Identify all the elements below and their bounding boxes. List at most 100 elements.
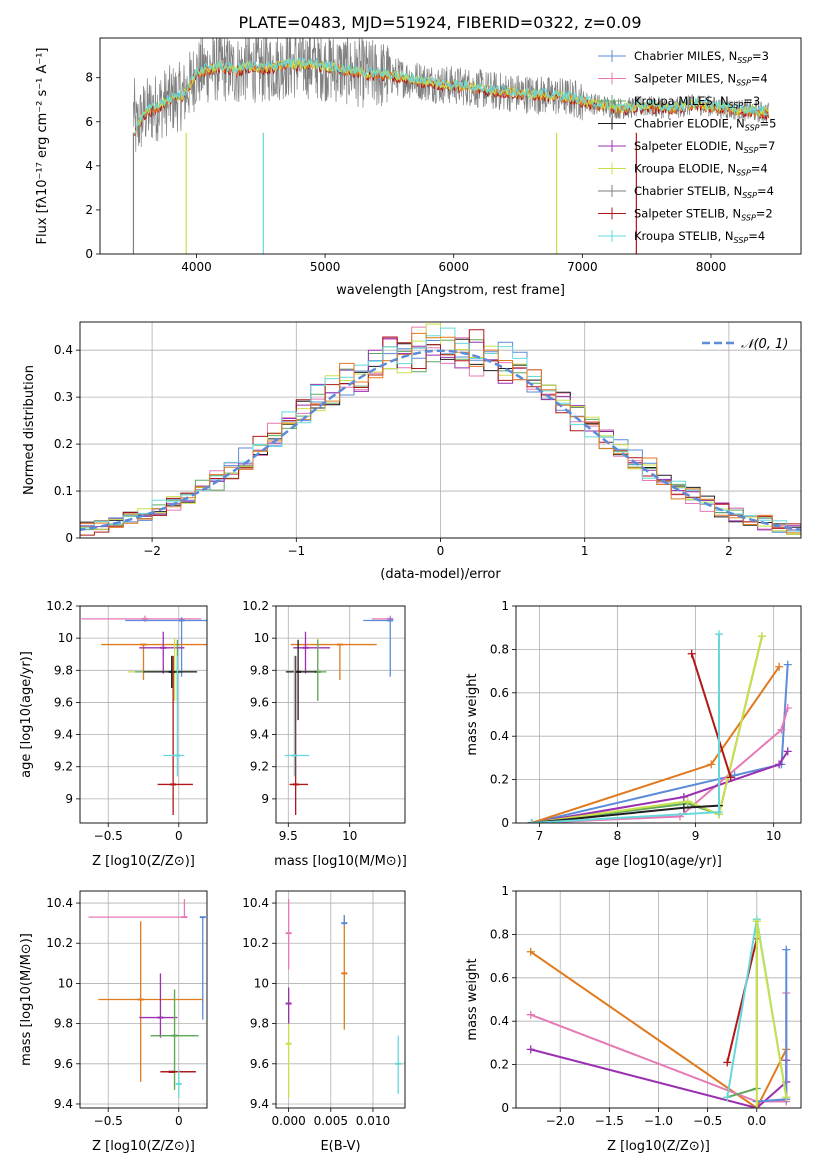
- axes-frame: [79, 321, 802, 539]
- legend-label: Kroupa STELIB, NSSP=4: [634, 229, 765, 245]
- plot-area-residuals: [80, 323, 801, 537]
- series-marker: [683, 797, 692, 806]
- y-tick-label: 10.4: [46, 896, 73, 910]
- y-tick-label: 9.2: [54, 760, 73, 774]
- axes-frame: [515, 890, 802, 1109]
- chart-residuals: −2 −1 0 1 2 0 0.1 0.2 0.3 0.4 (data-model)/error No…: [22, 321, 802, 582]
- y-tick-label: 9.8: [54, 663, 73, 677]
- x-tick-label: 1: [581, 544, 589, 558]
- plot-area-weight_vs_age: [527, 630, 792, 823]
- plot-area-mass_vs_Z: [88, 899, 206, 1098]
- y-tick-label: 9.4: [250, 728, 269, 742]
- axes-frame: [79, 605, 208, 824]
- y-tick-label: 10: [58, 631, 73, 645]
- y-tick-label: 0.2: [490, 1058, 509, 1072]
- x-tick-label: 4000: [181, 260, 212, 274]
- x-tick-label: 8: [614, 829, 622, 843]
- series-marker: [782, 1093, 791, 1102]
- series-line: [531, 664, 789, 823]
- series-line: [531, 707, 789, 823]
- series-marker: [526, 1010, 535, 1019]
- x-axis-label: mass [log10(M/M⊙)]: [274, 854, 407, 869]
- series-marker: [775, 760, 784, 769]
- legend-label: Salpeter STELIB, NSSP=2: [634, 207, 773, 223]
- x-tick-label: 0.000: [271, 1114, 305, 1128]
- y-tick-label: 8: [85, 71, 93, 85]
- figure-title: PLATE=0483, MJD=51924, FIBERID=0322, z=0…: [238, 13, 641, 32]
- x-tick-label: 7: [536, 829, 544, 843]
- series-marker: [726, 773, 735, 782]
- series-line: [530, 950, 788, 1108]
- series-marker: [782, 945, 791, 954]
- x-axis-label: E(B-V): [320, 1139, 360, 1154]
- y-tick-label: 0: [501, 816, 509, 830]
- axes-frame: [99, 37, 802, 255]
- series-marker: [783, 703, 792, 712]
- chart-mass_vs_ebv: 0.000 0.005 0.010 9.4 9.6 9.8 10 10.2 10.4 E(B-V): [242, 890, 406, 1154]
- series-marker: [687, 649, 696, 658]
- y-tick-label: 1: [501, 599, 509, 613]
- plot-area-age_vs_Z: [81, 615, 207, 815]
- spectrum-model-line: [134, 56, 769, 134]
- series-marker: [752, 1104, 761, 1108]
- y-tick-label: 9: [261, 792, 269, 806]
- y-tick-label: 6: [85, 115, 93, 129]
- series-line: [531, 636, 763, 823]
- y-tick-label: 0.6: [490, 686, 509, 700]
- y-axis-label: age [log10(age/yr)]: [19, 651, 34, 778]
- x-tick-label: 0.010: [356, 1114, 390, 1128]
- y-tick-label: 9.4: [54, 728, 73, 742]
- y-tick-label: 9.6: [250, 1057, 269, 1071]
- chart-age_vs_mass: 9.5 10 9 9.2 9.4 9.6 9.8 10 10.2 mass [log10(M/M⊙…: [242, 599, 407, 869]
- legend-label: Chabrier STELIB, NSSP=4: [634, 184, 774, 200]
- series-marker: [777, 725, 786, 734]
- y-tick-label: 0: [85, 247, 93, 261]
- y-axis-label: mass [log10(M/M⊙)]: [19, 933, 34, 1066]
- x-axis-label: Z [log10(Z/Z⊙)]: [92, 1139, 195, 1154]
- y-tick-label: 9.8: [250, 663, 269, 677]
- plot-area-weight_vs_Z: [526, 915, 791, 1108]
- y-tick-label: 4: [85, 159, 93, 173]
- y-tick-label: 0.6: [490, 971, 509, 985]
- series-marker: [526, 1045, 535, 1054]
- x-tick-label: 0.0: [747, 1114, 766, 1128]
- x-tick-label: −1.0: [644, 1114, 673, 1128]
- series-marker: [526, 947, 535, 956]
- y-tick-label: 0.1: [54, 484, 73, 498]
- y-tick-label: 10: [58, 976, 73, 990]
- y-tick-label: 10.2: [242, 936, 269, 950]
- x-tick-label: −0.5: [94, 829, 123, 843]
- x-axis-label: Z [log10(Z/Z⊙)]: [607, 1139, 710, 1154]
- x-axis-label: wavelength [Angstrom, rest frame]: [336, 283, 565, 298]
- x-tick-label: 7000: [567, 260, 598, 274]
- y-tick-label: 10.2: [46, 936, 73, 950]
- series-marker: [783, 660, 792, 669]
- series-marker: [723, 1058, 732, 1067]
- x-tick-label: −1.5: [595, 1114, 624, 1128]
- series-marker: [723, 1093, 732, 1102]
- legend-label: 𝒩(0, 1): [741, 337, 788, 352]
- y-tick-label: 0: [501, 1101, 509, 1115]
- legend-label: Salpeter MILES, NSSP=4: [634, 72, 768, 88]
- x-axis-label: (data-model)/error: [380, 567, 501, 582]
- x-tick-label: 9.5: [279, 829, 298, 843]
- y-axis-label: Normed distribution: [22, 365, 37, 495]
- y-tick-label: 10.2: [46, 599, 73, 613]
- x-axis-label: Z [log10(Z/Z⊙)]: [92, 854, 195, 869]
- axes-frame: [275, 890, 406, 1109]
- chart-mass_vs_Z: −0.5 0 9.4 9.6 9.8 10 10.2 10.4 Z [log10(Z/Z⊙)] m…: [19, 890, 208, 1154]
- y-tick-label: 0.4: [490, 729, 509, 743]
- series-marker: [679, 803, 688, 812]
- y-tick-label: 10: [254, 631, 269, 645]
- y-tick-label: 10.4: [242, 896, 269, 910]
- x-tick-label: −2: [143, 544, 161, 558]
- x-tick-label: −1: [287, 544, 305, 558]
- y-tick-label: 2: [85, 203, 93, 217]
- y-tick-label: 9: [65, 792, 73, 806]
- y-tick-label: 0.4: [490, 1014, 509, 1028]
- x-tick-label: 10: [342, 829, 357, 843]
- y-tick-label: 0.3: [54, 390, 73, 404]
- chart-age_vs_Z: −0.5 0 9 9.2 9.4 9.6 9.8 10 10.2 Z [log10(Z/Z⊙)] a…: [19, 599, 208, 869]
